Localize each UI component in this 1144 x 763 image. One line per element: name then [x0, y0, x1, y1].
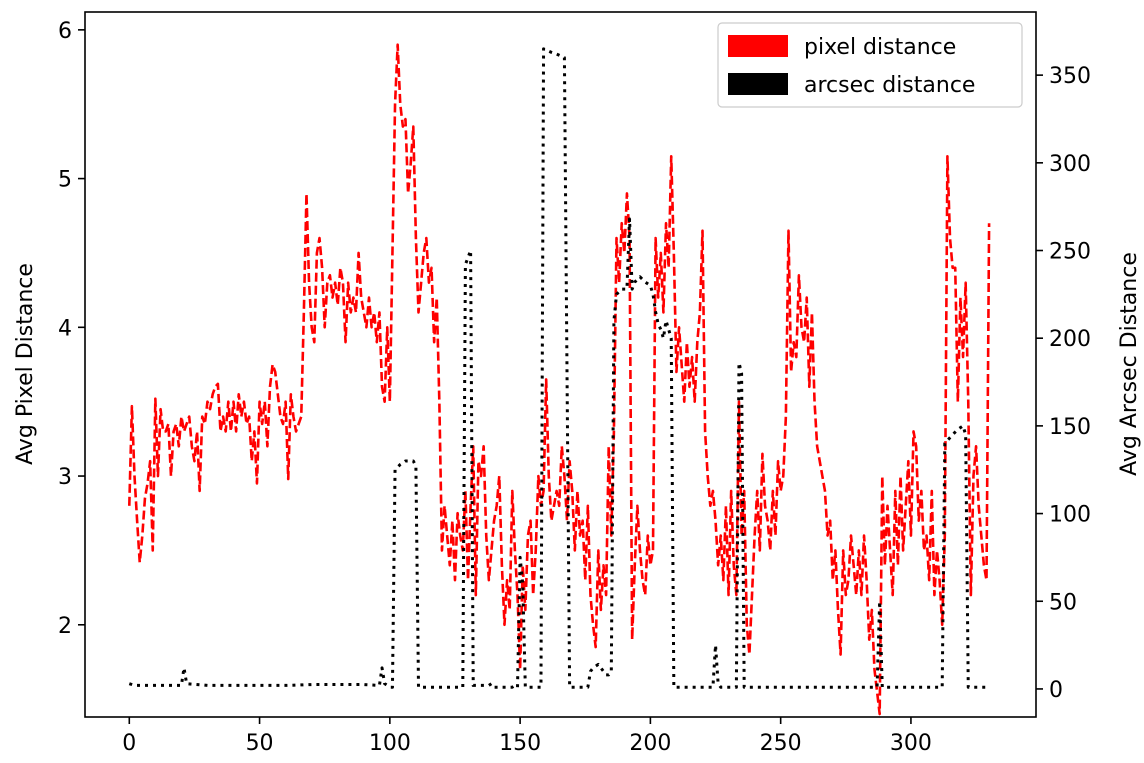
plot-frame: [84, 11, 1037, 718]
y-right-tick-label: 350: [1049, 64, 1091, 89]
y-left-tick-label: 6: [58, 19, 72, 44]
y-right-tick-label: 300: [1049, 152, 1091, 177]
x-tick-label: 0: [122, 731, 136, 756]
y-axis-left-label: Avg Pixel Distance: [13, 263, 38, 465]
series-line-pixel-distance: [127, 43, 991, 716]
y-axis-left: 2 3 4 5 6: [58, 19, 85, 639]
legend-label-arcsec: arcsec distance: [804, 73, 975, 98]
x-axis: 0 50 100 150 200 250 300: [122, 717, 932, 756]
series-line-arcsec-distance: [128, 47, 990, 689]
x-tick-label: 50: [246, 731, 274, 756]
x-tick-label: 150: [499, 731, 541, 756]
y-axis-right-label: Avg Arcsec Distance: [1117, 252, 1142, 476]
legend-frame: [717, 22, 1023, 108]
y-left-tick-label: 2: [58, 614, 72, 639]
y-axis-right: 0 50 100 150 200 250 300 350: [1036, 64, 1091, 703]
y-right-tick-label: 50: [1049, 590, 1077, 615]
y-right-tick-label: 150: [1049, 415, 1091, 440]
legend: pixel distance arcsec distance: [717, 22, 1023, 108]
x-tick-label: 200: [629, 731, 671, 756]
x-tick-label: 100: [369, 731, 411, 756]
series-layer: [127, 43, 991, 716]
legend-swatch-pixel: [728, 35, 788, 57]
y-right-tick-label: 100: [1049, 503, 1091, 528]
y-left-tick-label: 5: [58, 168, 72, 193]
x-tick-label: 300: [890, 731, 932, 756]
y-left-tick-label: 3: [58, 465, 72, 490]
legend-label-pixel: pixel distance: [804, 35, 956, 60]
y-right-tick-label: 200: [1049, 327, 1091, 352]
x-tick-label: 250: [760, 731, 802, 756]
legend-swatch-arcsec: [728, 73, 788, 95]
y-right-tick-label: 0: [1049, 678, 1063, 703]
y-right-tick-label: 250: [1049, 240, 1091, 265]
y-left-tick-label: 4: [58, 316, 72, 341]
